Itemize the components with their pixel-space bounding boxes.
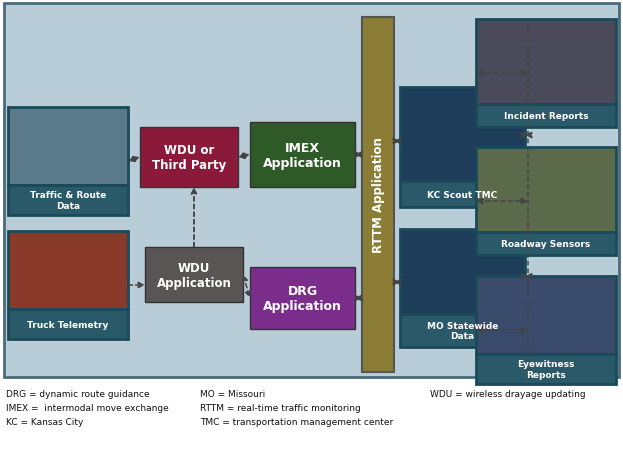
Text: WDU
Application: WDU Application (156, 261, 231, 289)
Text: KC = Kansas City: KC = Kansas City (6, 417, 83, 426)
Text: Eyewitness
Reports: Eyewitness Reports (517, 359, 574, 379)
Text: RTTM = real-time traffic monitoring: RTTM = real-time traffic monitoring (200, 403, 361, 412)
Text: WDU = wireless drayage updating: WDU = wireless drayage updating (430, 389, 586, 398)
Text: IMEX =  intermodal move exchange: IMEX = intermodal move exchange (6, 403, 169, 412)
FancyBboxPatch shape (145, 248, 243, 302)
FancyBboxPatch shape (250, 123, 355, 188)
FancyBboxPatch shape (400, 229, 525, 314)
FancyBboxPatch shape (8, 108, 128, 186)
FancyBboxPatch shape (4, 4, 619, 377)
Text: MO = Missouri: MO = Missouri (200, 389, 265, 398)
FancyBboxPatch shape (8, 309, 128, 339)
Text: DRG
Application: DRG Application (263, 284, 342, 312)
FancyBboxPatch shape (476, 354, 616, 384)
Text: DRG = dynamic route guidance: DRG = dynamic route guidance (6, 389, 150, 398)
FancyBboxPatch shape (476, 148, 616, 232)
FancyBboxPatch shape (476, 20, 616, 105)
FancyBboxPatch shape (476, 277, 616, 354)
FancyBboxPatch shape (400, 182, 525, 208)
Text: Incident Reports: Incident Reports (503, 112, 588, 121)
FancyBboxPatch shape (362, 18, 394, 372)
Text: MO Statewide
Data: MO Statewide Data (427, 321, 498, 340)
FancyBboxPatch shape (8, 186, 128, 216)
FancyBboxPatch shape (476, 105, 616, 128)
Text: KC Scout TMC: KC Scout TMC (427, 190, 498, 199)
Text: RTTM Application: RTTM Application (371, 137, 384, 253)
FancyBboxPatch shape (8, 231, 128, 309)
FancyBboxPatch shape (400, 314, 525, 347)
FancyBboxPatch shape (140, 128, 238, 188)
Text: WDU or
Third Party: WDU or Third Party (152, 144, 226, 172)
Text: IMEX
Application: IMEX Application (263, 141, 342, 169)
Text: Traffic & Route
Data: Traffic & Route Data (30, 191, 106, 210)
FancyBboxPatch shape (400, 88, 525, 182)
Text: TMC = transportation management center: TMC = transportation management center (200, 417, 393, 426)
FancyBboxPatch shape (476, 232, 616, 256)
Text: Roadway Sensors: Roadway Sensors (502, 239, 591, 248)
FancyBboxPatch shape (250, 268, 355, 329)
Text: Truck Telemetry: Truck Telemetry (27, 320, 108, 329)
